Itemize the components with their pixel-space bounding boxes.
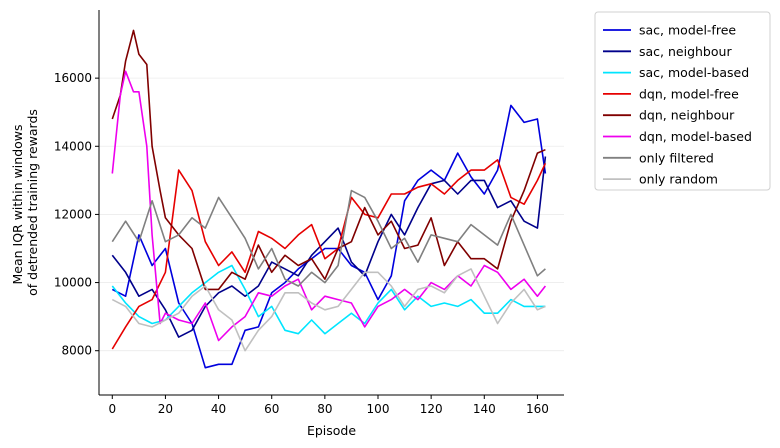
legend-entry: sac, model-based [639,65,749,80]
series-line-0 [111,104,547,369]
x-tick-label: 100 [367,402,390,416]
x-tick-label: 60 [264,402,279,416]
series-line-2 [111,264,546,335]
y-axis-label-line-2: of detrended training rewards [25,109,40,296]
x-tick-label: 140 [473,402,496,416]
series-line-7 [111,268,546,352]
series-line-5 [111,70,547,342]
axes [98,10,564,396]
y-tick-label: 10000 [54,276,92,290]
x-tick-label: 20 [158,402,173,416]
legend-entry: dqn, model-free [639,86,739,101]
y-tick-label: 12000 [54,207,92,221]
y-tick-label: 14000 [54,139,92,153]
y-ticks: 8000 10000 12000 14000 16000 [54,71,99,358]
x-tick-label: 120 [420,402,443,416]
y-axis-label: Mean IQR within windows of detrended tra… [10,109,40,296]
x-axis-label: Episode [307,423,356,438]
x-tick-label: 0 [108,402,116,416]
legend-entry: dqn, model-based [639,129,752,144]
plot-area [111,29,547,369]
y-tick-label: 8000 [61,344,92,358]
legend-entry: only random [639,172,718,187]
series-line-6 [111,189,546,287]
x-tick-label: 80 [317,402,332,416]
y-axis-label-line-1: Mean IQR within windows [10,124,25,284]
x-ticks: 0 20 40 60 80 100 120 140 160 [108,395,549,416]
series-line-4 [111,29,546,291]
x-tick-label: 160 [526,402,549,416]
legend-entry: sac, neighbour [639,44,732,59]
legend-entry: dqn, neighbour [639,108,735,123]
legend-entry: only filtered [639,150,714,165]
x-tick-label: 40 [211,402,226,416]
y-tick-label: 16000 [54,71,92,85]
grid-lines [99,77,564,352]
legend-entry: sac, model-free [639,23,736,38]
series-line-3 [111,159,547,350]
legend: sac, model-free sac, neighbour sac, model-… [594,11,771,191]
legend-box [594,11,771,191]
series-line-1 [111,156,547,338]
